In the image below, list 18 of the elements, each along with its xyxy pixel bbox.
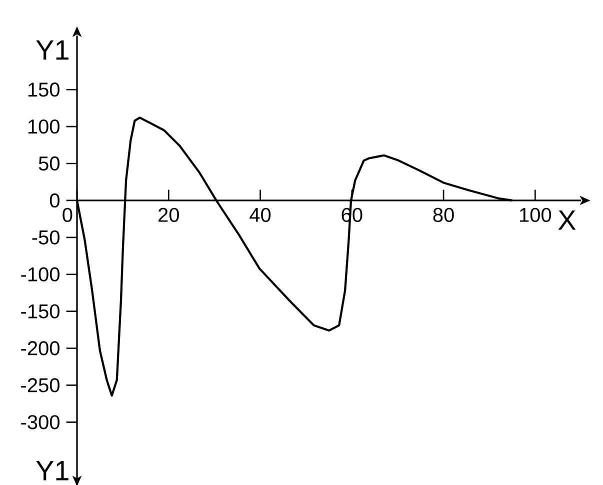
y-tick-label: -50 bbox=[32, 230, 60, 244]
x-tick-label: 80 bbox=[433, 208, 454, 222]
y-tick-label: -250 bbox=[21, 378, 60, 392]
x-tick-label: 40 bbox=[250, 208, 271, 222]
x-tick-label: 20 bbox=[158, 208, 179, 222]
y-tick-label: -100 bbox=[21, 267, 60, 282]
y-axis-title: Y1 bbox=[36, 40, 68, 60]
y-tick-label: 150 bbox=[28, 82, 60, 97]
y-tick-label: -200 bbox=[21, 341, 60, 356]
x-tick-label: 100 bbox=[520, 208, 552, 222]
y-tick-label: 0 bbox=[50, 193, 60, 208]
y-tick-label: -150 bbox=[21, 304, 60, 318]
y-tick-label: 50 bbox=[38, 156, 60, 171]
x-tick-label: 0 bbox=[62, 208, 72, 222]
text: Y1 bbox=[36, 461, 68, 480]
y-tick-label: 100 bbox=[28, 119, 60, 134]
y-tick-label: -300 bbox=[21, 415, 60, 430]
x-axis-title: X bbox=[558, 210, 576, 230]
